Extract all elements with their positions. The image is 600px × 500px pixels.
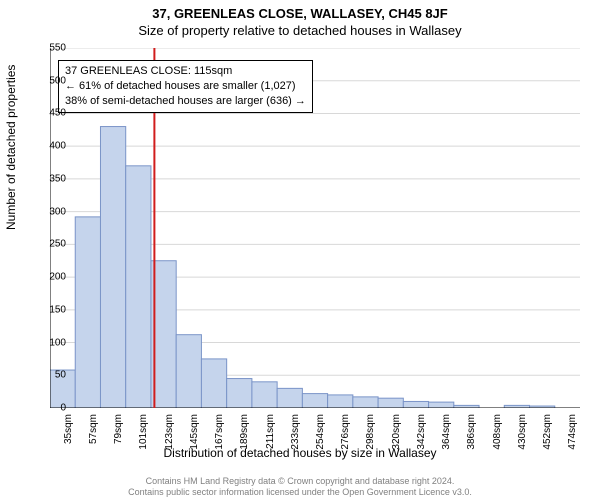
y-tick-label: 350 <box>49 173 66 184</box>
y-tick-label: 400 <box>49 141 66 152</box>
y-tick-label: 200 <box>49 272 66 283</box>
y-tick-label: 150 <box>49 304 66 315</box>
annotation-box: 37 GREENLEAS CLOSE: 115sqm ← 61% of deta… <box>58 60 313 113</box>
page-title: 37, GREENLEAS CLOSE, WALLASEY, CH45 8JF <box>0 0 600 21</box>
y-axis-label: Number of detached properties <box>4 65 18 230</box>
y-tick-label: 300 <box>49 206 66 217</box>
footer-line-2: Contains public sector information licen… <box>0 487 600 498</box>
y-tick-label: 0 <box>60 403 66 414</box>
annotation-line-3: 38% of semi-detached houses are larger (… <box>65 94 306 109</box>
annotation-line-1: 37 GREENLEAS CLOSE: 115sqm <box>65 64 306 79</box>
chart-area: 37 GREENLEAS CLOSE: 115sqm ← 61% of deta… <box>50 48 580 408</box>
y-tick-label: 500 <box>49 75 66 86</box>
y-tick-label: 100 <box>49 337 66 348</box>
y-tick-label: 50 <box>55 370 66 381</box>
x-axis-label: Distribution of detached houses by size … <box>0 446 600 460</box>
y-tick-label: 450 <box>49 108 66 119</box>
footer-attribution: Contains HM Land Registry data © Crown c… <box>0 476 600 499</box>
y-tick-label: 550 <box>49 43 66 54</box>
annotation-line-2: ← 61% of detached houses are smaller (1,… <box>65 79 306 94</box>
chart-subtitle: Size of property relative to detached ho… <box>0 21 600 42</box>
footer-line-1: Contains HM Land Registry data © Crown c… <box>0 476 600 487</box>
y-tick-label: 250 <box>49 239 66 250</box>
